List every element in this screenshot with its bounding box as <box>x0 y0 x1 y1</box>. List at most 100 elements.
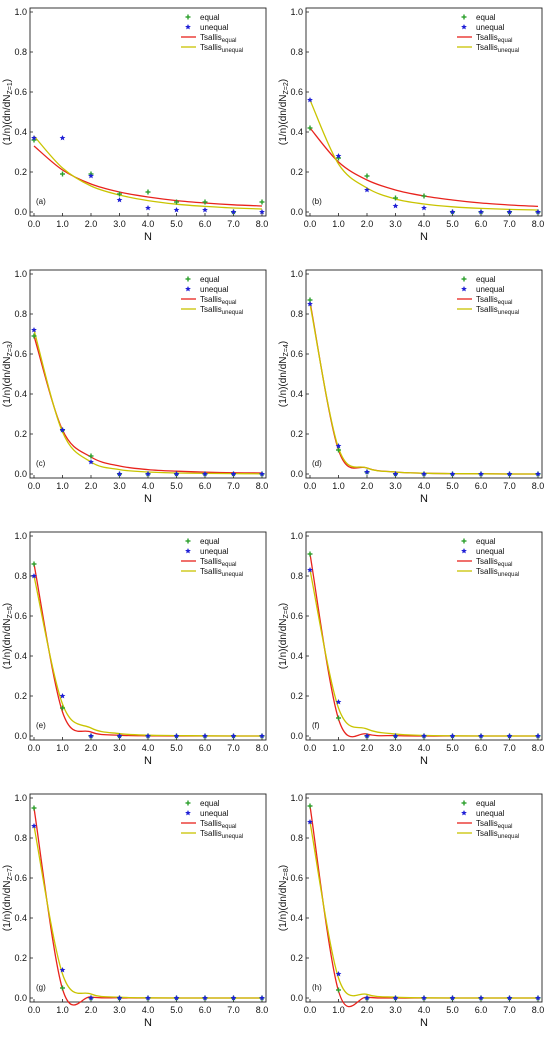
x-tick-label: 2.0 <box>361 219 374 229</box>
data-point-unequal <box>449 209 456 215</box>
data-point-equal <box>174 199 179 205</box>
y-axis-label: (1/n)(dn/dNZ=5) <box>2 603 14 669</box>
y-tick-label: 0.6 <box>290 611 303 621</box>
x-tick-label: 1.0 <box>332 219 345 229</box>
y-tick-label: 0.4 <box>290 913 303 923</box>
data-point-equal <box>393 195 398 201</box>
data-point-equal <box>259 199 265 205</box>
legend-label-unequal: unequal <box>476 23 505 32</box>
series-line-tsallis-unequal <box>33 135 263 210</box>
data-point-unequal <box>421 733 427 739</box>
data-point-unequal <box>506 733 513 739</box>
legend-label-equal: equal <box>476 275 496 284</box>
x-tick-label: 2.0 <box>361 743 374 753</box>
data-point-unequal <box>173 995 180 1001</box>
data-point-equal <box>31 805 37 811</box>
x-tick-label: 0.0 <box>304 481 317 491</box>
x-tick-label: 0.0 <box>28 481 41 491</box>
data-point-unequal <box>307 301 313 307</box>
data-point-unequal <box>116 197 123 203</box>
data-point-unequal <box>478 471 484 477</box>
data-point-unequal <box>31 573 37 579</box>
data-point-unequal <box>535 995 541 1001</box>
x-tick-label: 7.0 <box>227 743 240 753</box>
x-axis-label: N <box>420 231 428 243</box>
data-point-equal <box>336 447 341 453</box>
y-tick-label: 0.0 <box>14 207 27 217</box>
data-point-equal <box>60 171 65 177</box>
data-point-equal <box>145 189 151 195</box>
legend-label-unequal: unequal <box>476 547 505 556</box>
data-point-unequal <box>392 471 399 477</box>
legend-label-tsallis-equal: Tsallisequal <box>476 33 512 44</box>
x-tick-label: 1.0 <box>56 481 69 491</box>
series-line-tsallis-unequal <box>309 569 538 737</box>
legend-unequal-marker <box>185 810 191 816</box>
data-point-equal <box>202 199 208 205</box>
x-tick-label: 5.0 <box>446 743 459 753</box>
data-point-equal <box>60 985 65 991</box>
x-tick-label: 2.0 <box>85 481 98 491</box>
y-tick-label: 0.2 <box>14 953 27 963</box>
panel-label: (f) <box>312 721 320 730</box>
series-line-tsallis-unequal <box>309 99 539 211</box>
x-tick-label: 6.0 <box>475 219 488 229</box>
panel-label: (a) <box>36 197 46 206</box>
x-tick-label: 0.0 <box>28 1005 41 1015</box>
legend-label-tsallis-equal: Tsallisequal <box>200 33 236 44</box>
legend-label-equal: equal <box>476 799 496 808</box>
legend-label-tsallis-equal: Tsallisequal <box>476 819 512 830</box>
x-tick-label: 1.0 <box>332 1005 345 1015</box>
data-point-unequal <box>449 471 456 477</box>
legend-unequal-marker <box>461 24 467 30</box>
data-point-equal <box>336 715 341 721</box>
data-point-unequal <box>392 203 399 209</box>
legend-label-unequal: unequal <box>476 285 505 294</box>
x-tick-label: 4.0 <box>418 1005 431 1015</box>
x-tick-label: 5.0 <box>170 219 183 229</box>
y-tick-label: 0.2 <box>290 691 303 701</box>
legend-label-tsallis-equal: Tsallisequal <box>476 557 512 568</box>
x-tick-label: 0.0 <box>304 1005 317 1015</box>
data-point-unequal <box>335 971 342 977</box>
x-tick-label: 8.0 <box>532 743 545 753</box>
x-tick-label: 0.0 <box>304 219 317 229</box>
legend-unequal-marker <box>461 810 467 816</box>
y-tick-label: 0.6 <box>290 349 303 359</box>
series-line-tsallis-unequal <box>33 575 262 737</box>
data-point-unequal <box>478 733 484 739</box>
y-tick-label: 0.4 <box>14 127 27 137</box>
data-point-unequal <box>364 995 370 1001</box>
x-tick-label: 1.0 <box>56 219 69 229</box>
x-tick-label: 7.0 <box>227 219 240 229</box>
data-point-unequal <box>421 205 427 211</box>
legend-label-unequal: unequal <box>200 23 229 32</box>
y-tick-label: 0.0 <box>290 731 303 741</box>
x-tick-label: 8.0 <box>532 1005 545 1015</box>
x-tick-label: 3.0 <box>389 743 402 753</box>
data-point-unequal <box>259 995 265 1001</box>
data-point-unequal <box>421 995 427 1001</box>
y-tick-label: 1.0 <box>14 7 27 17</box>
data-point-unequal <box>230 733 237 739</box>
y-tick-label: 0.8 <box>14 571 27 581</box>
x-tick-label: 7.0 <box>227 481 240 491</box>
y-tick-label: 1.0 <box>290 269 303 279</box>
y-tick-label: 0.0 <box>290 993 303 1003</box>
data-point-equal <box>60 705 65 711</box>
data-point-unequal <box>116 733 123 739</box>
data-point-unequal <box>88 173 94 179</box>
data-point-unequal <box>449 995 456 1001</box>
legend-unequal-marker <box>185 24 191 30</box>
series-line-tsallis-unequal <box>33 825 262 999</box>
x-tick-label: 6.0 <box>475 481 488 491</box>
chart-panel-c: 0.0 1.0 2.0 3.0 4.0 5.0 6.0 7.0 8.0 0.0 0.2 0.4 0.6 0… <box>2 269 268 505</box>
chart-panel-f: 0.0 1.0 2.0 3.0 4.0 5.0 6.0 7.0 8.0 0.0 0.2 0.4 0.6 0… <box>278 531 544 767</box>
data-point-unequal <box>145 205 151 211</box>
data-point-unequal <box>173 733 180 739</box>
